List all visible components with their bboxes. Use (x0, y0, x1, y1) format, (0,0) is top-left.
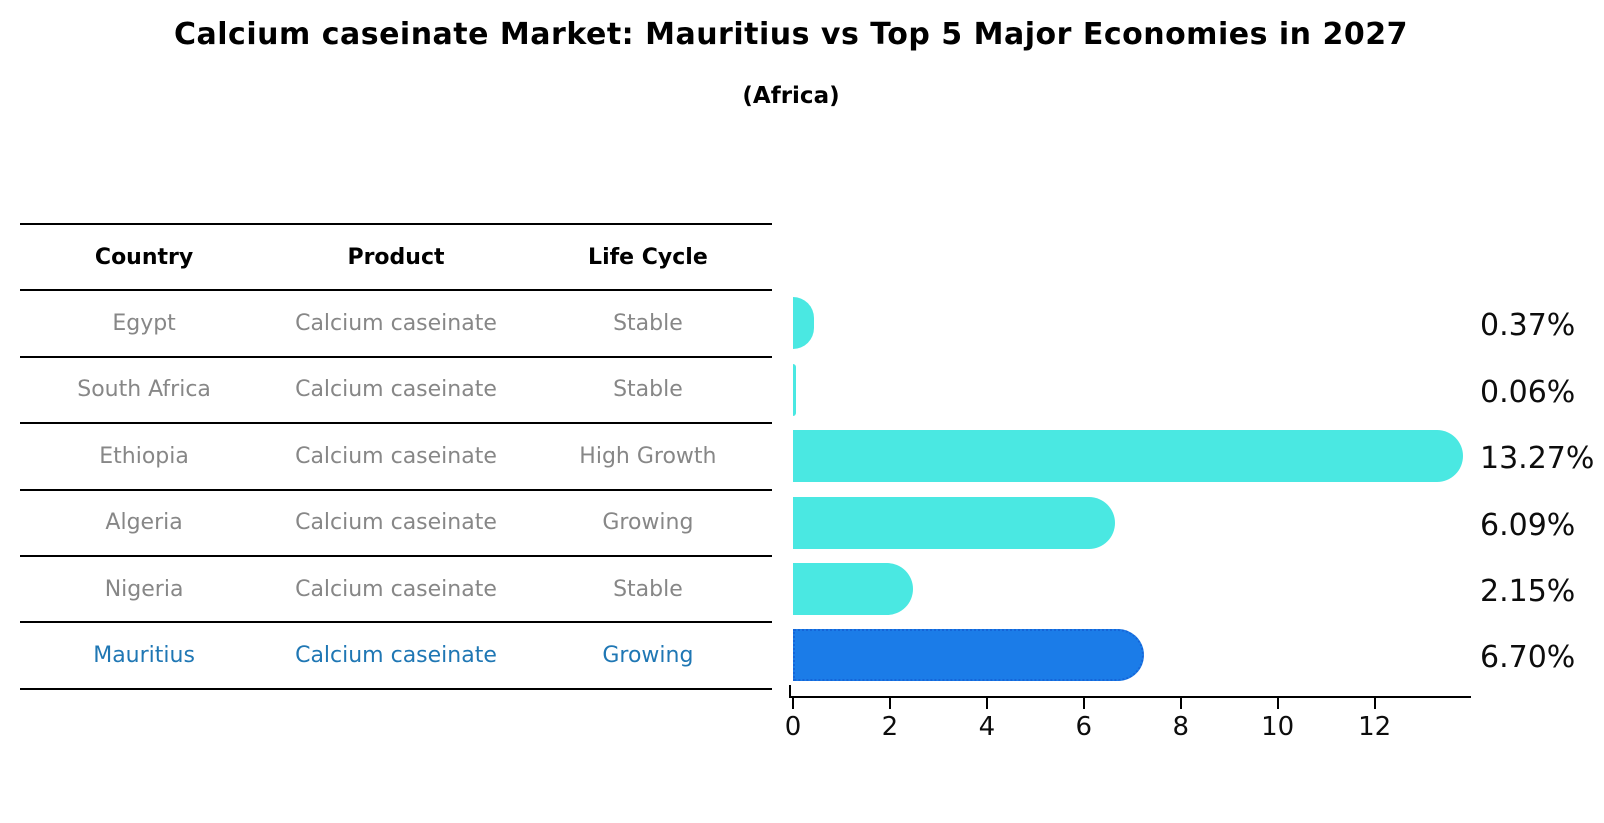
bar-plot-area (793, 289, 1474, 687)
x-axis-spine-start (788, 685, 791, 698)
table-cell-product: Calcium caseinate (295, 443, 497, 469)
x-tick-mark (792, 698, 794, 709)
x-tick-label: 10 (1261, 712, 1295, 742)
table-row: Algeria Calcium caseinate Growing (20, 488, 772, 555)
bar-value-label: 2.15% (1480, 573, 1576, 609)
table-cell-lifecycle: Stable (613, 311, 683, 337)
bar-value-label: 13.27% (1480, 441, 1595, 477)
x-tick-mark (985, 698, 988, 709)
bar-value-label: 6.70% (1480, 640, 1576, 676)
bar-row (793, 555, 1474, 621)
bar-egypt (793, 297, 814, 350)
table-cell-country: Mauritius (93, 643, 195, 669)
table-cell-lifecycle: Growing (602, 643, 694, 669)
table-row: South Africa Calcium caseinate Stable (20, 355, 772, 422)
bar-south-africa (793, 363, 797, 416)
table-cell-country: Algeria (105, 510, 183, 536)
bar-row (793, 489, 1474, 555)
x-tick-mark (1373, 698, 1376, 709)
table-cell-country: Egypt (112, 311, 176, 337)
table-header-product: Product (347, 244, 445, 270)
table-row: Ethiopia Calcium caseinate High Growth (20, 422, 772, 488)
table-cell-product: Calcium caseinate (295, 576, 497, 602)
x-tick-label: 2 (881, 712, 899, 742)
table-cell-product: Calcium caseinate (295, 377, 497, 403)
table-header-lifecycle: Life Cycle (588, 244, 708, 270)
table-cell-lifecycle: Stable (613, 377, 683, 403)
country-table: Country Product Life Cycle Egypt Calcium… (20, 223, 772, 690)
value-labels: 0.37% 0.06% 13.27% 6.09% 2.15% 6.70% (1480, 289, 1604, 687)
x-tick-label: 12 (1358, 712, 1392, 742)
x-tick-label: 6 (1075, 712, 1093, 742)
bar-nigeria (793, 562, 913, 615)
table-cell-country: South Africa (77, 377, 211, 403)
table-cell-country: Ethiopia (99, 443, 189, 469)
bar-row (793, 422, 1474, 488)
x-axis-line (788, 695, 1471, 698)
bar-value-label: 6.09% (1480, 507, 1576, 543)
table-header-row: Country Product Life Cycle (20, 223, 772, 289)
bar-value-label: 0.37% (1480, 308, 1576, 344)
bar-row (793, 356, 1474, 422)
table-cell-product: Calcium caseinate (295, 643, 497, 669)
bar-ethiopia (793, 430, 1463, 483)
x-tick-mark (888, 698, 891, 709)
table-cell-lifecycle: High Growth (579, 443, 717, 469)
table-cell-country: Nigeria (104, 576, 184, 602)
x-tick-label: 4 (978, 712, 996, 742)
table-cell-lifecycle: Growing (602, 510, 694, 536)
table-row: Mauritius Calcium caseinate Growing (20, 621, 772, 687)
x-tick-mark (1276, 698, 1279, 709)
x-tick-label: 0 (784, 712, 802, 742)
bar-highlight-mauritius (793, 629, 1145, 682)
table-cell-product: Calcium caseinate (295, 510, 497, 536)
chart-title: Calcium caseinate Market: Mauritius vs T… (174, 17, 1408, 52)
table-cell-lifecycle: Stable (613, 576, 683, 602)
bar-row (793, 621, 1474, 687)
table-row: Nigeria Calcium caseinate Stable (20, 554, 772, 621)
x-tick-label: 8 (1172, 712, 1190, 742)
x-tick-mark (1082, 698, 1085, 709)
bar-algeria (793, 496, 1115, 549)
table-header-country: Country (94, 244, 194, 270)
table-row: Egypt Calcium caseinate Stable (20, 289, 772, 355)
table-cell-product: Calcium caseinate (295, 311, 497, 337)
x-tick-mark (1179, 698, 1182, 709)
chart-subtitle: (Africa) (742, 83, 840, 109)
x-axis-ticks: 0 2 4 6 8 10 12 (785, 698, 1474, 742)
bar-value-label: 0.06% (1480, 374, 1576, 410)
bar-row (793, 289, 1474, 355)
